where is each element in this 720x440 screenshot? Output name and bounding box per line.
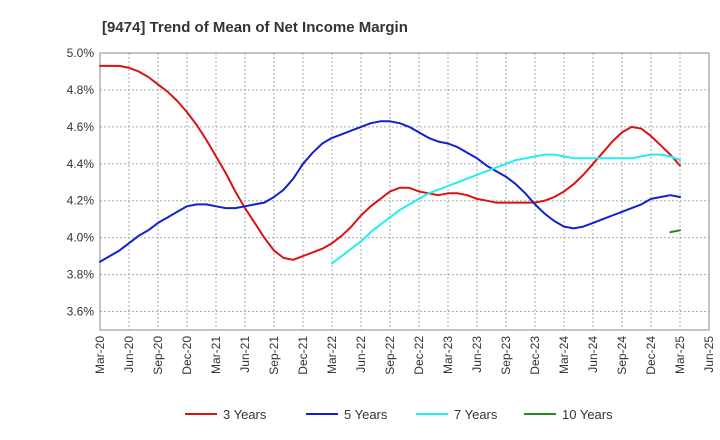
plot-frame — [99, 52, 710, 331]
y-tick-label: 3.8% — [67, 268, 95, 282]
series-lines — [99, 64, 681, 265]
x-tick-label: Dec-20 — [180, 336, 194, 375]
x-tick-label: Mar-20 — [93, 336, 107, 374]
legend-label: 3 Years — [223, 407, 267, 422]
x-tick-label: Jun-24 — [586, 336, 600, 373]
series-line-4 — [669, 229, 681, 234]
y-tick-label: 4.2% — [67, 194, 95, 208]
chart-title: [9474] Trend of Mean of Net Income Margi… — [102, 19, 408, 36]
x-tick-label: Dec-24 — [644, 336, 658, 375]
legend-label: 7 Years — [454, 407, 498, 422]
x-tick-label: Sep-23 — [499, 336, 513, 375]
x-tick-label: Jun-20 — [122, 336, 136, 373]
x-tick-label: Mar-22 — [325, 336, 339, 374]
y-tick-label: 4.6% — [67, 120, 95, 134]
legend-label: 5 Years — [344, 407, 388, 422]
x-tick-label: Mar-25 — [673, 336, 687, 374]
y-tick-label: 4.8% — [67, 83, 95, 97]
x-tick-label: Dec-23 — [528, 336, 542, 375]
y-tick-label: 3.6% — [67, 305, 95, 319]
legend: 3 Years 5 Years 7 Years 10 Years — [185, 407, 613, 422]
x-tick-label: Jun-25 — [702, 336, 716, 373]
y-tick-label: 4.4% — [67, 157, 95, 171]
x-tick-label: Jun-22 — [354, 336, 368, 373]
x-tick-label: Mar-23 — [441, 336, 455, 374]
x-axis-ticks: Mar-20 Jun-20 Sep-20 Dec-20 Mar-21 Jun-21 Sep-… — [93, 336, 716, 375]
y-axis-ticks: 3.6% 3.8% 4.0% 4.2% 4.4% 4.6% 4.8% 5.0% — [67, 46, 95, 319]
x-tick-label: Sep-24 — [615, 336, 629, 375]
x-tick-label: Jun-21 — [238, 336, 252, 373]
legend-label: 10 Years — [562, 407, 613, 422]
y-tick-label: 4.0% — [67, 231, 95, 245]
x-tick-label: Mar-24 — [557, 336, 571, 374]
series-line-3 — [331, 153, 681, 265]
x-tick-label: Jun-23 — [470, 336, 484, 373]
x-tick-label: Dec-22 — [412, 336, 426, 375]
x-tick-label: Sep-21 — [267, 336, 281, 375]
x-tick-label: Mar-21 — [209, 336, 223, 374]
x-tick-label: Sep-20 — [151, 336, 165, 375]
x-tick-label: Dec-21 — [296, 336, 310, 375]
y-tick-label: 5.0% — [67, 46, 95, 60]
x-tick-label: Sep-22 — [383, 336, 397, 375]
grid-lines — [100, 52, 709, 330]
series-line-1 — [99, 64, 681, 261]
series-line-2 — [99, 120, 681, 263]
